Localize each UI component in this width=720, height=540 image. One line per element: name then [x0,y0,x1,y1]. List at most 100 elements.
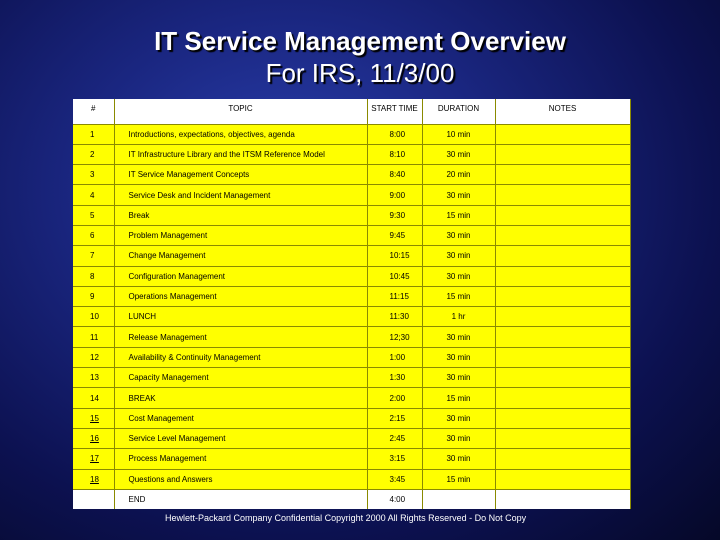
row-notes [495,367,631,389]
row-number-text: 12 [90,352,99,362]
row-duration: 30 min [422,266,496,287]
row-number: 1 [73,124,115,145]
row-duration: 30 min [422,428,496,450]
row-start-time: 9:45 [367,225,423,247]
row-notes [495,489,631,510]
row-topic: Change Management [114,245,368,267]
table-row: 8 Configuration Management 10:45 30 min [73,266,631,287]
row-number-text: 18 [90,474,99,484]
row-number: 13 [73,367,115,389]
row-duration: 30 min [422,448,496,470]
row-topic: IT Infrastructure Library and the ITSM R… [114,144,368,166]
row-start-time: 2:45 [367,428,423,450]
row-duration: 10 min [422,124,496,145]
row-number: 4 [73,184,115,206]
table-row: 13 Capacity Management 1:30 30 min [73,367,631,389]
row-duration: 20 min [422,164,496,186]
table-row: 9 Operations Management 11:15 15 min [73,286,631,308]
row-duration: 30 min [422,367,496,389]
row-notes [495,144,631,166]
row-number: 11 [73,326,115,348]
table-row: 6 Problem Management 9:45 30 min [73,225,631,247]
row-number: 12 [73,347,115,369]
table-row: 12 Availability & Continuity Management 1:… [73,347,631,369]
row-number-text: 9 [90,292,95,302]
table-row: 4 Service Desk and Incident Management 9:0… [73,184,631,206]
row-start-time: 1:30 [367,367,423,389]
row-topic: Configuration Management [114,266,368,287]
row-notes [495,266,631,287]
row-number: 5 [73,205,115,226]
row-duration: 15 min [422,286,496,308]
row-start-time: 10:45 [367,266,423,287]
table-row: 14 BREAK 2:00 15 min [73,387,631,409]
slide-subtitle: For IRS, 11/3/00 [265,58,455,88]
row-start-time: 1:00 [367,347,423,369]
slide-title: IT Service Management Overview [154,26,566,56]
row-notes [495,347,631,369]
table-row: 15 Cost Management 2:15 30 min [73,408,631,429]
row-topic: Introductions, expectations, objectives,… [114,124,368,145]
table-row: 11 Release Management 12;30 30 min [73,326,631,348]
row-notes [495,184,631,206]
row-start-time: 3:45 [367,469,423,490]
row-number-text: 7 [90,251,95,261]
row-topic: Process Management [114,448,368,470]
row-duration: 30 min [422,408,496,429]
row-number: 16 [73,428,115,450]
agenda-table: # TOPIC START TIME DURATION NOTES 1 Intro… [73,99,631,510]
row-start-time: 10:15 [367,245,423,267]
row-number: 3 [73,164,115,186]
row-number-text: 16 [90,434,99,444]
row-notes [495,428,631,450]
row-notes [495,286,631,308]
row-number-text: 8 [90,271,95,281]
row-notes [495,448,631,470]
row-notes [495,326,631,348]
table-row: 3 IT Service Management Concepts 8:40 20 mi… [73,164,631,186]
row-topic: LUNCH [114,306,368,328]
header-notes: NOTES [495,99,631,125]
row-start-time: 2:00 [367,387,423,409]
row-number: 7 [73,245,115,267]
row-duration: 30 min [422,347,496,369]
row-start-time: 8:40 [367,164,423,186]
table-row: 17 Process Management 3:15 30 min [73,448,631,470]
row-number-text: 6 [90,231,95,241]
row-notes [495,387,631,409]
row-start-time: 3:15 [367,448,423,470]
row-notes [495,124,631,145]
table-row-end: END 4:00 [73,489,631,510]
row-duration: 30 min [422,225,496,247]
row-number-text: 2 [90,149,95,159]
row-number-text: 15 [90,413,99,423]
row-notes [495,205,631,226]
header-duration: DURATION [422,99,496,125]
table-row: 1 Introductions, expectations, objectives… [73,124,631,145]
row-number: 6 [73,225,115,247]
row-topic: Questions and Answers [114,469,368,490]
row-number: 9 [73,286,115,308]
header-num: # [73,99,115,125]
row-topic: IT Service Management Concepts [114,164,368,186]
footer-copyright: Hewlett-Packard Company Confidential Cop… [165,513,527,523]
table-row: 5 Break 9:30 15 min [73,205,631,226]
row-topic: Availability & Continuity Management [114,347,368,369]
row-topic: Release Management [114,326,368,348]
row-number-text: 3 [90,170,95,180]
row-number: 15 [73,408,115,429]
header-topic: TOPIC [114,99,368,125]
row-duration: 30 min [422,144,496,166]
row-duration: 15 min [422,469,496,490]
row-duration: 30 min [422,326,496,348]
row-number [73,489,115,510]
row-start-time: 8:10 [367,144,423,166]
row-number-text: 14 [90,393,99,403]
row-number-text: 13 [90,373,99,383]
row-notes [495,245,631,267]
row-start-time: 12;30 [367,326,423,348]
header-start-time: START TIME [367,99,423,125]
row-number: 8 [73,266,115,287]
row-notes [495,306,631,328]
table-row: 16 Service Level Management 2:45 30 min [73,428,631,450]
